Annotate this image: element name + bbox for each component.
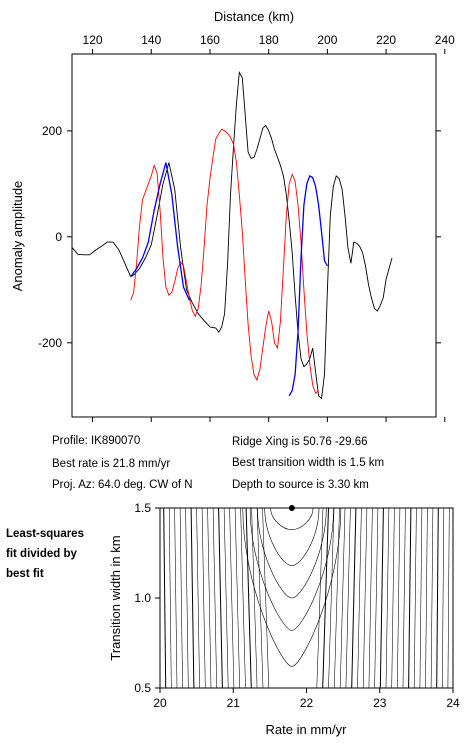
contour-line [163,507,167,689]
contour-line [419,507,423,689]
contour-line [339,507,346,689]
contour-line [245,507,252,689]
contour-line [385,507,390,689]
contour-axis-ticks: 20 21 22 23 24 0.5 1.0 1.5 [134,501,460,710]
fit_window-series-line [288,174,328,397]
contour-line [240,507,246,689]
side-note-line: Least-squares [6,528,84,540]
side-note: Least-squares fit divided by best fit [6,524,84,584]
y-tick-label: 1.5 [134,501,151,515]
contour-line [430,507,434,689]
contour-line [368,507,373,689]
contour-line [218,507,223,689]
y-tick-label: 0.5 [134,681,151,695]
top-x-axis-label: Distance (km) [214,9,294,24]
contour-line [379,507,384,689]
contour-line [179,507,183,689]
contour-line [234,507,240,689]
contour-line [391,507,395,689]
ridge-xing-text: Ridge Xing is 50.76 -29.66 [232,436,368,448]
contour-x-axis-label: Rate in mm/yr [266,722,348,737]
contour-line [436,507,439,689]
y-tick-label: 1.0 [134,591,151,605]
contour-y-axis-label: Transition width in km [108,535,123,660]
x-tick-label: 220 [376,33,396,47]
contour-line [174,507,178,689]
best-width-text: Best transition width is 1.5 km [232,457,385,469]
contour-line [322,507,329,689]
x-tick-label: 20 [153,696,167,710]
side-note-line: best fit [6,568,44,580]
x-tick-label: 200 [317,33,337,47]
contour-line [223,507,229,689]
x-tick-label: 22 [300,696,314,710]
y-tick-label: 0 [55,230,62,244]
contour-line [362,507,368,689]
contour-loop [270,507,314,530]
contour-loop [257,507,327,599]
top-series [71,71,393,400]
contour-line [212,507,217,689]
contour-line [168,507,172,689]
contour-line [229,507,235,689]
top-y-axis-label: Anomaly amplitude [10,181,25,292]
best-rate-text: Best rate is 21.8 mm/yr [52,458,171,470]
contour-line [262,507,270,689]
contour-loop [242,507,342,667]
contour-line [316,507,324,689]
proj-az-text: Proj. Az: 64.0 deg. CW of N [52,479,193,491]
contour-line [251,507,258,689]
contour-line [397,507,401,689]
y-tick-label: -200 [38,336,62,350]
x-tick-label: 140 [141,33,161,47]
contour-line [357,507,362,689]
x-tick-label: 120 [83,33,103,47]
x-tick-label: 21 [227,696,241,710]
contour-line [190,507,195,689]
depth-text: Depth to source is 3.30 km [232,479,369,491]
contour-line [351,507,357,689]
contour-loop [264,507,320,566]
contour-line [201,507,206,689]
contour-line [413,507,417,689]
observed-series-line [71,71,393,400]
profile-text: Profile: IK890070 [52,435,141,447]
x-tick-label: 160 [200,33,220,47]
contour-line [447,507,450,689]
contour-line [207,507,212,689]
contour-line [408,507,412,689]
contour-line [425,507,428,689]
x-tick-label: 180 [259,33,279,47]
fit_window-series-line [130,162,190,301]
contour-line [256,507,264,689]
contour-loop [249,507,334,631]
x-tick-label: 240 [435,33,455,47]
contour-line [345,507,351,689]
contour-line [328,507,335,689]
top-plot-frame [71,53,437,418]
x-tick-label: 23 [373,696,387,710]
contour-line [334,507,340,689]
contour-lines [163,507,450,689]
contour-line [374,507,379,689]
contour-line [196,507,200,689]
model-series-line [130,128,319,394]
contour-line [402,507,406,689]
contour-line [442,507,445,689]
top-axis-ticks: 120 140 160 180 200 220 240 -200 0 200 [38,33,455,422]
x-tick-label: 24 [446,696,460,710]
y-tick-label: 200 [42,124,62,138]
contour-line [185,507,189,689]
side-note-line: fit divided by [6,548,77,560]
best-fit-marker [288,505,295,511]
